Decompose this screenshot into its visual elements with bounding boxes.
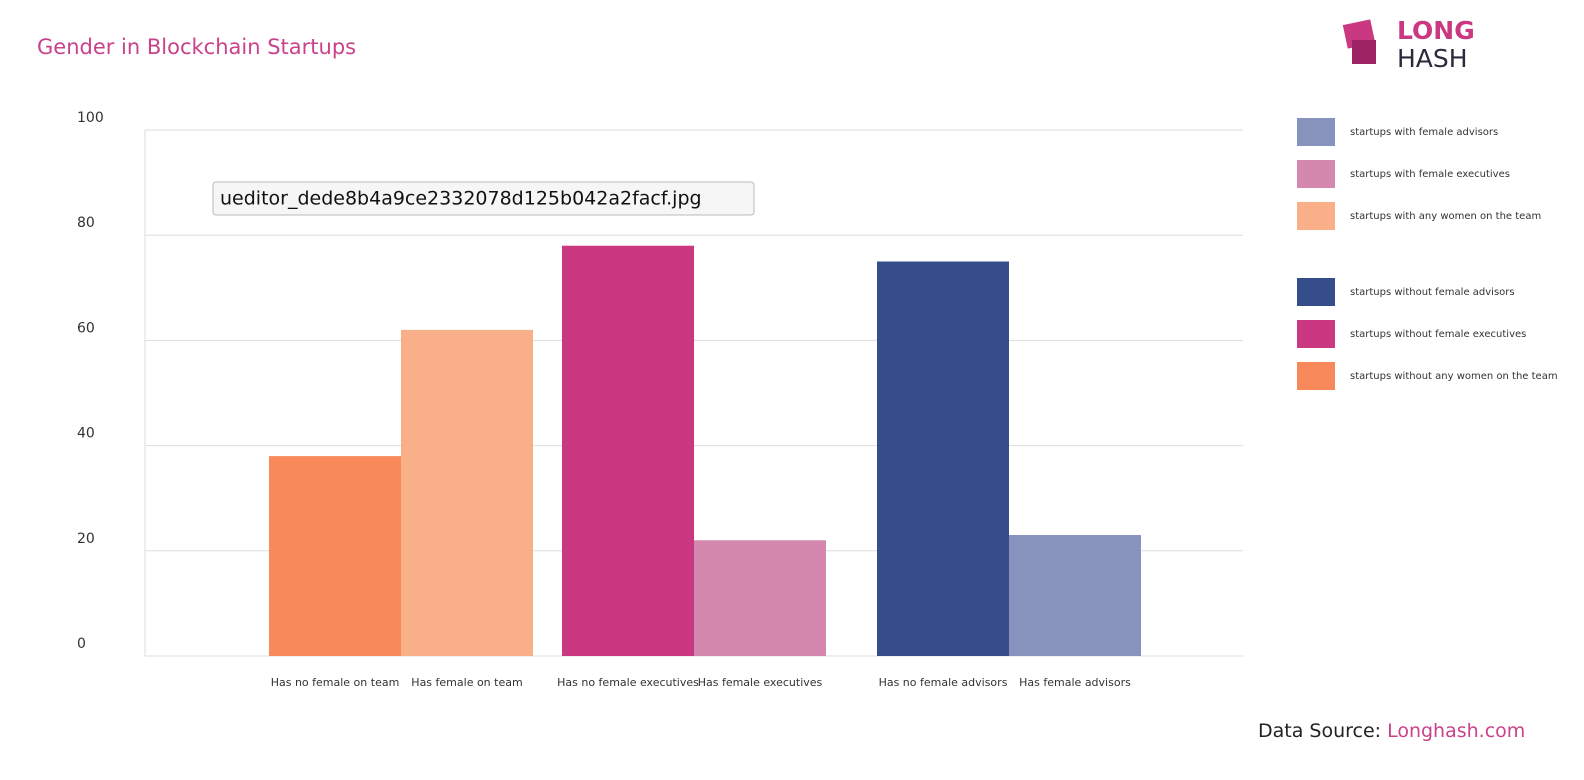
x-tick-label: Has female advisors <box>1019 676 1131 689</box>
x-tick-label: Has female on team <box>411 676 522 689</box>
logo-text: LONG <box>1397 16 1475 45</box>
y-tick-label: 20 <box>77 531 95 547</box>
bar <box>562 245 694 656</box>
tooltip: ueditor_dede8b4a9ce2332078d125b042a2facf… <box>212 181 755 216</box>
tooltip-box <box>212 181 755 216</box>
logo: LONG HASH <box>1342 16 1475 73</box>
logo-icon <box>1352 40 1376 64</box>
legend-label: startups with any women on the team <box>1350 211 1541 222</box>
source-link: Longhash.com <box>1387 720 1525 742</box>
y-tick-label: 100 <box>77 110 104 126</box>
bar <box>877 261 1009 656</box>
legend-swatch <box>1297 160 1335 188</box>
x-tick-label: Has no female executives <box>557 676 699 689</box>
y-tick-label: 60 <box>77 320 95 336</box>
bar <box>269 456 401 656</box>
logo-text: HASH <box>1397 44 1468 73</box>
x-tick-label: Has female executives <box>698 676 823 689</box>
y-tick-label: 80 <box>77 215 95 231</box>
source: Data Source: Longhash.com <box>1258 720 1525 742</box>
legend-label: startups without female advisors <box>1350 287 1515 298</box>
plot: 0 20 40 60 80 100 Has no female on team Has fem… <box>77 110 1558 689</box>
y-tick-label: 0 <box>77 636 86 652</box>
source-label: Data Source: <box>1258 720 1381 742</box>
legend-label: startups without female executives <box>1350 329 1526 340</box>
legend-swatch <box>1297 320 1335 348</box>
legend-swatch <box>1297 202 1335 230</box>
bar <box>401 329 533 656</box>
y-tick-label: 40 <box>77 426 95 442</box>
bar <box>1009 535 1141 656</box>
bar <box>694 540 826 656</box>
chart-title: Gender in Blockchain Startups <box>37 35 356 59</box>
legend-label: startups without any women on the team <box>1350 371 1558 382</box>
legend-swatch <box>1297 118 1335 146</box>
legend-swatch <box>1297 278 1335 306</box>
legend-label: startups with female advisors <box>1350 127 1498 138</box>
x-tick-label: Has no female on team <box>271 676 400 689</box>
legend-label: startups with female executives <box>1350 169 1510 180</box>
x-tick-label: Has no female advisors <box>879 676 1008 689</box>
legend-swatch <box>1297 362 1335 390</box>
tooltip-text: ueditor_dede8b4a9ce2332078d125b042a2facf… <box>220 188 702 210</box>
